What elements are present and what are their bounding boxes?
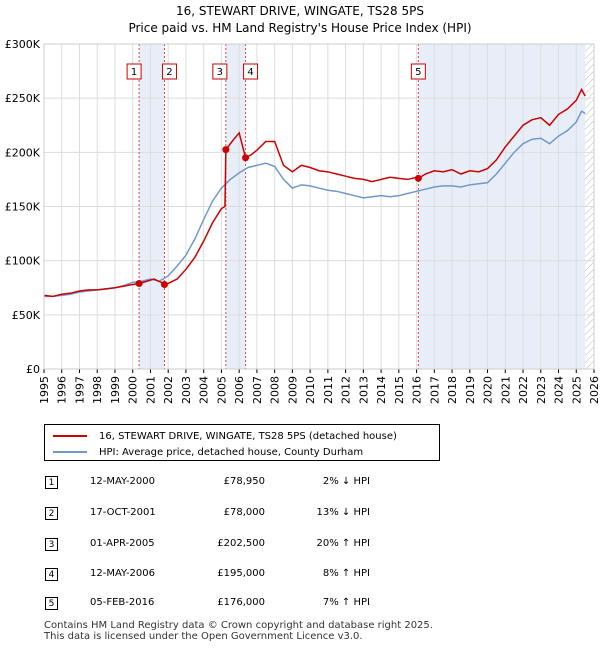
plot-border (43, 43, 595, 370)
x-tick-label: 2016 (411, 376, 424, 404)
x-tick-label: 2010 (304, 376, 317, 404)
sale-badge (410, 63, 426, 80)
tx-date: 12-MAY-2006 (90, 568, 156, 579)
y-tick-label: £100K (5, 255, 41, 268)
tx-price: £176,000 (217, 597, 265, 608)
x-tick-label: 1996 (56, 376, 69, 404)
x-tick-label: 2018 (446, 376, 459, 404)
sale-badge (126, 63, 142, 80)
sale-point (160, 281, 168, 288)
x-tick-label: 2001 (144, 376, 157, 404)
tx-price: £202,500 (217, 538, 265, 549)
tx-date: 17-OCT-2001 (90, 507, 156, 518)
legend-red-line (53, 435, 87, 437)
x-tick-label: 1995 (38, 376, 51, 404)
y-tick-label: £0 (26, 363, 40, 376)
x-tick-label: 2021 (499, 376, 512, 404)
x-tick-label: 2017 (428, 376, 441, 404)
tx-price: £78,950 (223, 476, 265, 487)
x-tick-label: 2012 (340, 376, 353, 404)
sale-point (222, 146, 230, 154)
tx-hpi: 7% ↑ HPI (322, 597, 370, 608)
x-tick-label: 1999 (109, 376, 122, 404)
sale-point (414, 174, 422, 182)
x-tick-label: 1997 (73, 376, 86, 404)
tx-num-badge: 3 (45, 538, 58, 551)
x-tick-label: 2015 (393, 376, 406, 404)
tx-num-badge: 1 (45, 476, 58, 489)
tx-hpi: 2% ↓ HPI (322, 476, 370, 487)
tx-date: 12-MAY-2000 (90, 476, 156, 487)
x-tick-label: 2020 (482, 376, 495, 404)
sale-badge-label: 5 (415, 67, 421, 78)
x-tick-label: 2013 (357, 376, 370, 404)
tx-hpi: 13% ↓ HPI (316, 507, 370, 518)
hpi-series-line (44, 110, 586, 298)
sale-badge-label: 4 (247, 67, 253, 78)
x-tick-label: 2000 (127, 376, 140, 404)
y-tick-label: £250K (5, 92, 41, 105)
sale-badge-label: 2 (166, 67, 172, 78)
x-tick-label: 2002 (162, 376, 175, 404)
legend-item-property: 16, STEWART DRIVE, WINGATE, TS28 5PS (de… (53, 429, 397, 443)
footer-copyright: Contains HM Land Registry data © Crown c… (44, 620, 433, 631)
x-tick-label: 2026 (588, 376, 600, 404)
tx-num-badge: 5 (45, 597, 58, 610)
tx-num-badge: 4 (45, 568, 58, 581)
sale-point (242, 154, 250, 162)
x-tick-label: 2008 (269, 376, 282, 404)
x-tick-label: 2006 (233, 376, 246, 404)
x-tick-label: 2024 (553, 376, 566, 404)
x-tick-label: 2004 (198, 376, 211, 404)
legend-item-hpi: HPI: Average price, detached house, Coun… (53, 445, 363, 459)
x-tick-label: 2022 (517, 376, 530, 404)
legend: 16, STEWART DRIVE, WINGATE, TS28 5PS (de… (44, 424, 440, 461)
y-tick-label: £300K (5, 38, 41, 51)
sale-badge (243, 63, 259, 80)
x-tick-label: 2025 (570, 376, 583, 404)
tx-date: 05-FEB-2016 (90, 597, 155, 608)
footer-licence: This data is licensed under the Open Gov… (44, 631, 363, 642)
x-tick-label: 2014 (375, 376, 388, 404)
x-tick-label: 2011 (322, 376, 335, 404)
x-tick-label: 2023 (535, 376, 548, 404)
y-tick-label: £50K (12, 309, 41, 322)
chart-subtitle: Price paid vs. HM Land Registry's House … (128, 21, 472, 35)
tx-hpi: 8% ↑ HPI (322, 568, 370, 579)
tx-price: £78,000 (223, 507, 265, 518)
sale-badge (161, 63, 177, 80)
tx-hpi: 20% ↑ HPI (316, 538, 370, 549)
x-tick-label: 2019 (464, 376, 477, 404)
y-tick-label: £150K (5, 201, 41, 214)
legend-blue-line (53, 451, 87, 453)
x-tick-label: 2005 (215, 376, 228, 404)
sale-badge (212, 63, 228, 80)
legend-red-label: 16, STEWART DRIVE, WINGATE, TS28 5PS (de… (99, 430, 397, 442)
sale-point (135, 279, 143, 287)
x-tick-label: 1998 (91, 376, 104, 404)
price-chart: £0 £50K £100K £150K £200K £250K £300K 1995 1996 1… (5, 38, 600, 404)
sale-badge-label: 1 (131, 67, 137, 78)
x-tick-label: 2003 (180, 376, 193, 404)
tx-date: 01-APR-2005 (90, 538, 155, 549)
x-tick-label: 2007 (251, 376, 264, 404)
tx-num-badge: 2 (45, 507, 58, 520)
chart-title: 16, STEWART DRIVE, WINGATE, TS28 5PS (175, 4, 424, 18)
x-tick-label: 2009 (286, 376, 299, 404)
legend-blue-label: HPI: Average price, detached house, Coun… (99, 446, 364, 458)
sale-badge-label: 3 (217, 67, 223, 78)
y-tick-label: £200K (5, 146, 41, 159)
tx-price: £195,000 (217, 568, 265, 579)
